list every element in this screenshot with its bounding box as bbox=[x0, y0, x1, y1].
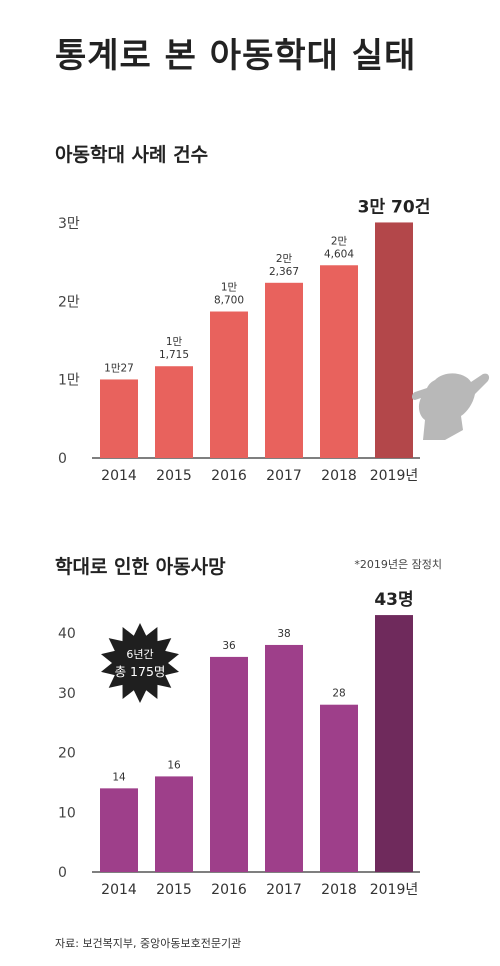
data-label: 8,700 bbox=[214, 295, 244, 307]
data-label: 1만 bbox=[221, 282, 238, 294]
chart1-title: 아동학대 사례 건수 bbox=[55, 144, 209, 166]
y-tick-label: 10 bbox=[58, 805, 76, 821]
data-label: 2,367 bbox=[269, 266, 299, 278]
x-tick-label: 2015 bbox=[156, 468, 192, 484]
y-tick-label: 40 bbox=[58, 626, 76, 642]
chart2-svg: 0 10 20 30 40 2014 14 2015 16 2016 36 2017 38 2018 28 2… bbox=[58, 590, 420, 898]
badge-line1: 6년간 bbox=[126, 648, 153, 661]
main-title: 통계로 본 아동학대 실태 bbox=[55, 36, 417, 76]
bar bbox=[375, 615, 413, 872]
bar bbox=[155, 366, 193, 458]
x-tick-label: 2017 bbox=[266, 882, 302, 898]
data-label: 28 bbox=[332, 688, 345, 700]
silhouette-illustration bbox=[412, 373, 490, 440]
bar bbox=[155, 776, 193, 872]
total-badge bbox=[101, 623, 179, 703]
source-note: 자료: 보건복지부, 중앙아동보호전문기관 bbox=[55, 937, 242, 950]
bar bbox=[320, 704, 358, 872]
x-tick-label: 2019년 bbox=[370, 468, 419, 484]
y-tick-label: 0 bbox=[58, 451, 67, 467]
data-label: 1만27 bbox=[104, 362, 134, 374]
data-label: 2만 bbox=[331, 235, 348, 247]
data-label: 4,604 bbox=[324, 248, 354, 260]
silhouette-shape bbox=[412, 373, 490, 440]
data-label: 1만 bbox=[166, 336, 183, 348]
x-tick-label: 2014 bbox=[101, 882, 137, 898]
x-tick-label: 2019년 bbox=[370, 882, 419, 898]
bar bbox=[100, 379, 138, 458]
bar bbox=[210, 311, 248, 458]
x-tick-label: 2018 bbox=[321, 468, 357, 484]
y-tick-label: 3만 bbox=[58, 216, 80, 232]
bar bbox=[320, 265, 358, 458]
bar bbox=[100, 788, 138, 872]
x-tick-label: 2017 bbox=[266, 468, 302, 484]
x-tick-label: 2018 bbox=[321, 882, 357, 898]
y-tick-label: 0 bbox=[58, 865, 67, 881]
y-tick-label: 2만 bbox=[58, 294, 80, 310]
data-label: 3만 70건 bbox=[358, 197, 431, 217]
data-label: 14 bbox=[112, 771, 126, 783]
data-label: 36 bbox=[222, 640, 236, 652]
chart1-svg: 01만2만3만20141만2720151만1,71520161만8,700201… bbox=[58, 197, 431, 484]
x-tick-label: 2015 bbox=[156, 882, 192, 898]
x-tick-label: 2016 bbox=[211, 882, 247, 898]
data-label: 43명 bbox=[374, 590, 413, 610]
data-label: 1,715 bbox=[159, 349, 189, 361]
provisional-note: *2019년은 잠정치 bbox=[354, 558, 442, 571]
x-tick-label: 2016 bbox=[211, 468, 247, 484]
data-label: 2만 bbox=[276, 253, 293, 265]
bar bbox=[375, 222, 413, 458]
x-tick-label: 2014 bbox=[101, 468, 137, 484]
y-tick-label: 20 bbox=[58, 746, 76, 762]
y-tick-label: 30 bbox=[58, 686, 76, 702]
chart2-title: 학대로 인한 아동사망 bbox=[55, 556, 226, 578]
data-label: 16 bbox=[167, 759, 181, 771]
bar bbox=[265, 282, 303, 458]
bar bbox=[265, 644, 303, 872]
bar bbox=[210, 656, 248, 872]
badge-line2: 총 175명 bbox=[115, 664, 166, 679]
y-tick-label: 1만 bbox=[58, 373, 80, 389]
data-label: 38 bbox=[277, 628, 290, 640]
